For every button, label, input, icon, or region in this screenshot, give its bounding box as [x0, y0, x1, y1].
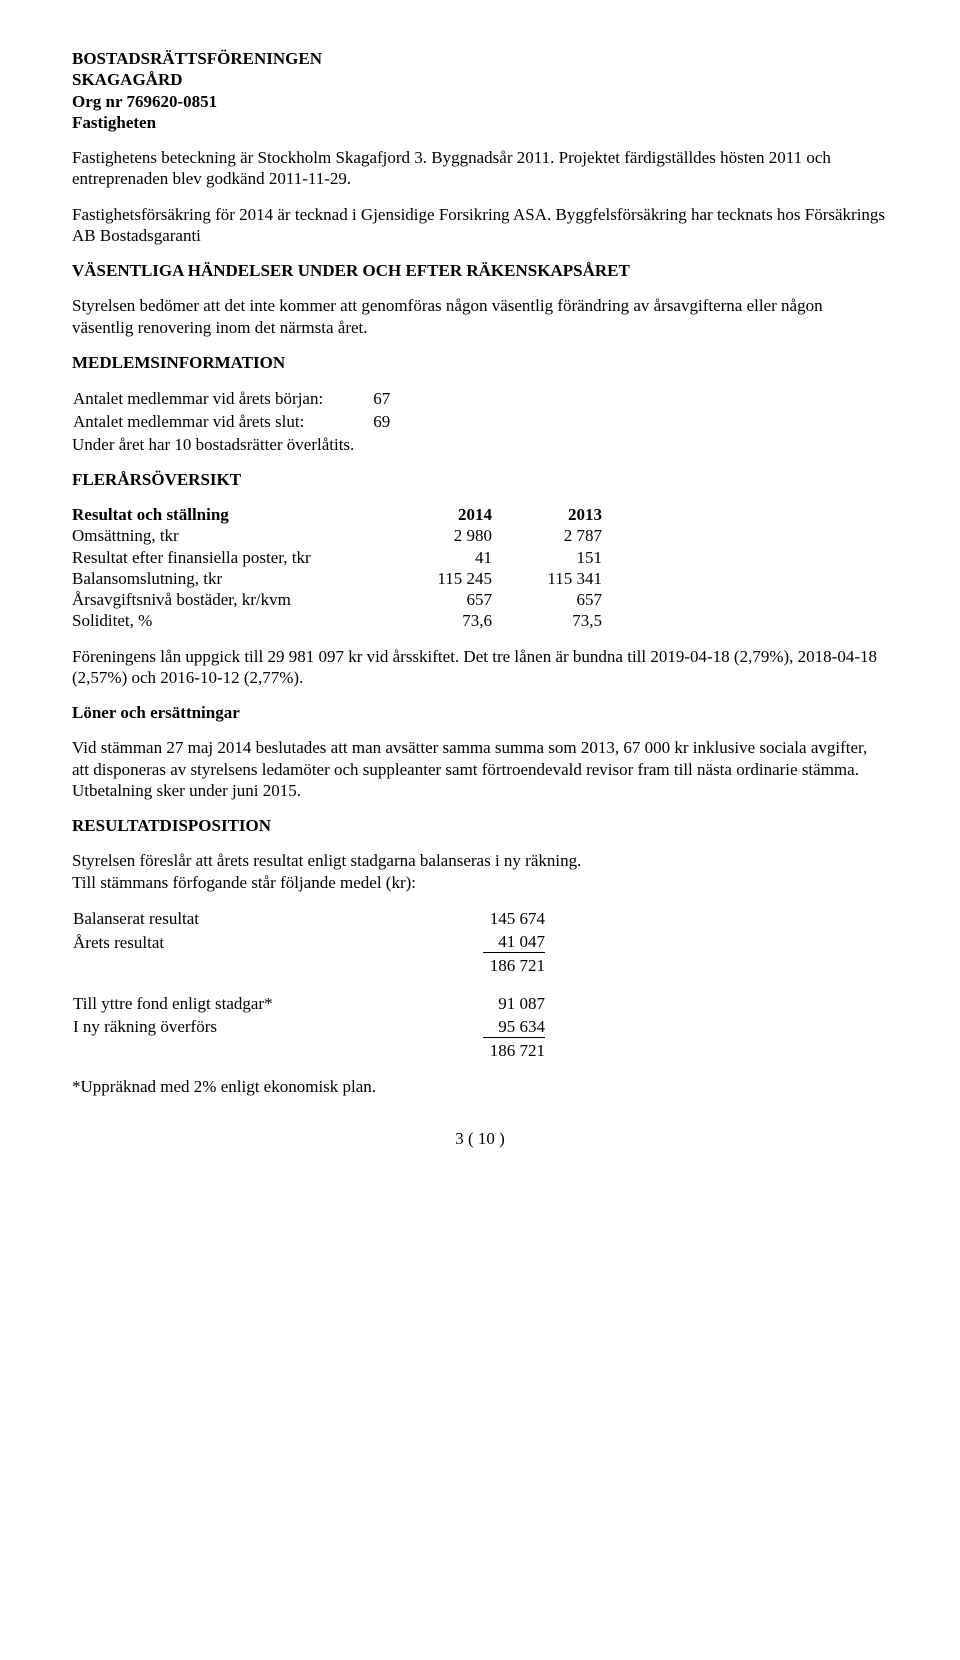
salaries-body: Vid stämman 27 maj 2014 beslutades att m…	[72, 737, 888, 801]
disposition-sum-2: 186 721	[454, 1039, 546, 1062]
members-transfers: Under året har 10 bostadsrätter överlåti…	[72, 434, 888, 455]
table-row: Balansomslutning, tkr 115 245 115 341	[72, 568, 602, 589]
disposition-table-1: Balanserat resultat 145 674 Årets result…	[72, 907, 888, 978]
table-row: Omsättning, tkr 2 980 2 787	[72, 525, 602, 546]
multiyear-heading: FLERÅRSÖVERSIKT	[72, 469, 888, 490]
outer-fund-value: 91 087	[454, 992, 546, 1015]
events-body: Styrelsen bedömer att det inte kommer at…	[72, 295, 888, 338]
balanced-result-value: 145 674	[454, 907, 546, 930]
carried-forward-value: 95 634	[483, 1016, 545, 1038]
header-subtitle: Fastigheten	[72, 112, 888, 133]
members-heading: MEDLEMSINFORMATION	[72, 352, 888, 373]
salaries-heading: Löner och ersättningar	[72, 702, 888, 723]
members-block: Antalet medlemmar vid årets början: 67 A…	[72, 387, 888, 455]
multiyear-head-2014: 2014	[382, 504, 492, 525]
disposition-table-2: Till yttre fond enligt stadgar* 91 087 I…	[72, 992, 888, 1063]
multiyear-block: Resultat och ställning 2014 2013 Omsättn…	[72, 504, 888, 632]
footnote: *Uppräknad med 2% enligt ekonomisk plan.	[72, 1076, 888, 1097]
balanced-result-label: Balanserat resultat	[72, 907, 454, 930]
table-row: Soliditet, % 73,6 73,5	[72, 610, 602, 631]
members-start-value: 67	[339, 387, 391, 410]
property-paragraph: Fastighetens beteckning är Stockholm Ska…	[72, 147, 888, 190]
disposition-intro-2: Till stämmans förfogande står följande m…	[72, 872, 888, 893]
year-result-label: Årets resultat	[72, 930, 454, 954]
year-result-value: 41 047	[483, 931, 545, 953]
insurance-paragraph: Fastighetsförsäkring för 2014 är tecknad…	[72, 204, 888, 247]
document-header: BOSTADSRÄTTSFÖRENINGEN SKAGAGÅRD Org nr …	[72, 48, 888, 133]
loans-paragraph: Föreningens lån uppgick till 29 981 097 …	[72, 646, 888, 689]
org-number: Org nr 769620-0851	[72, 91, 888, 112]
multiyear-table: Resultat och ställning 2014 2013 Omsättn…	[72, 504, 602, 632]
disposition-heading: RESULTATDISPOSITION	[72, 815, 888, 836]
members-end-label: Antalet medlemmar vid årets slut:	[72, 410, 339, 433]
page-number: 3 ( 10 )	[72, 1128, 888, 1149]
multiyear-head-label: Resultat och ställning	[72, 504, 382, 525]
org-name-2: SKAGAGÅRD	[72, 69, 888, 90]
table-row: Resultat efter finansiella poster, tkr 4…	[72, 547, 602, 568]
disposition-sum-1: 186 721	[454, 954, 546, 977]
multiyear-head-2013: 2013	[492, 504, 602, 525]
members-start-label: Antalet medlemmar vid årets början:	[72, 387, 339, 410]
table-row: Årsavgiftsnivå bostäder, kr/kvm 657 657	[72, 589, 602, 610]
disposition-intro-1: Styrelsen föreslår att årets resultat en…	[72, 850, 888, 871]
org-name-1: BOSTADSRÄTTSFÖRENINGEN	[72, 48, 888, 69]
events-heading: VÄSENTLIGA HÄNDELSER UNDER OCH EFTER RÄK…	[72, 260, 888, 281]
members-table: Antalet medlemmar vid årets början: 67 A…	[72, 387, 391, 434]
members-end-value: 69	[339, 410, 391, 433]
outer-fund-label: Till yttre fond enligt stadgar*	[72, 992, 454, 1015]
carried-forward-label: I ny räkning överförs	[72, 1015, 454, 1039]
